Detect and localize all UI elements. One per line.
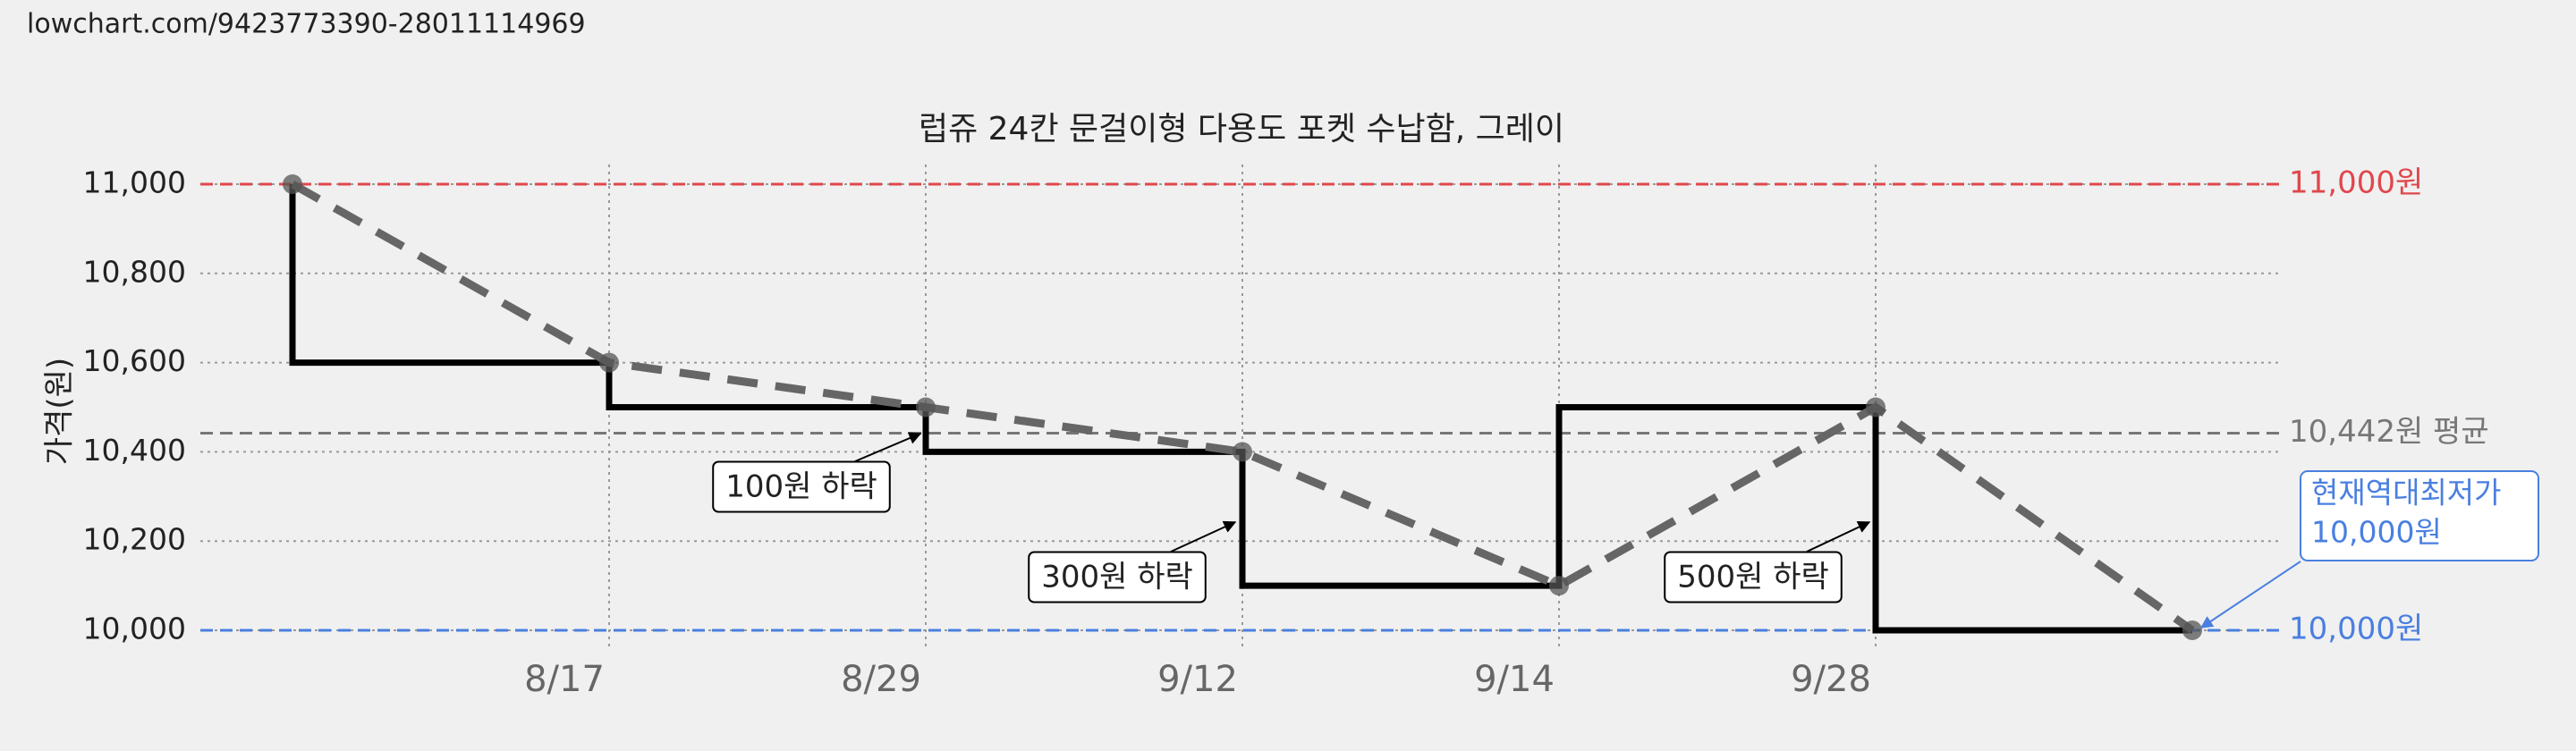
- x-tick-label: 9/12: [1157, 659, 1238, 700]
- reference-label: 10,000원: [2289, 612, 2423, 647]
- x-tick-label: 8/29: [841, 659, 921, 700]
- x-tick-label: 9/14: [1474, 659, 1555, 700]
- annotation-text: 300원 하락: [1041, 560, 1193, 595]
- y-tick-label: 11,000: [83, 165, 186, 200]
- annotation-arrow: [854, 432, 922, 462]
- x-tick-label: 9/28: [1791, 659, 1871, 700]
- y-tick-label: 10,000: [83, 612, 186, 646]
- price-point: [2182, 620, 2202, 640]
- y-tick-label: 10,600: [83, 343, 186, 378]
- price-point: [599, 352, 619, 373]
- annotation-box: [1028, 551, 1207, 603]
- annotation-box: [2300, 470, 2539, 561]
- annotation-box: [712, 460, 891, 513]
- price-point: [1549, 576, 1569, 596]
- annotation-text: 현재역대최저가: [2311, 476, 2502, 511]
- annotation-arrow: [1806, 521, 1871, 553]
- page-url: lowchart.com/9423773390-28011114969: [27, 9, 586, 40]
- reference-label: 11,000원: [2289, 165, 2423, 201]
- annotation-text: 100원 하락: [725, 469, 877, 505]
- annotation-text: 500원 하락: [1677, 560, 1829, 595]
- price-point: [1233, 442, 1252, 462]
- price-point: [1866, 397, 1885, 418]
- y-axis-label: 가격(원): [42, 358, 78, 465]
- chart-title: 럽쥬 24칸 문걸이형 다용도 포켓 수납함, 그레이: [919, 111, 1564, 148]
- reference-label: 10,442원 평균: [2289, 414, 2489, 450]
- y-tick-label: 10,200: [83, 522, 186, 557]
- annotation-arrow: [1170, 520, 1237, 553]
- y-tick-label: 10,400: [83, 433, 186, 468]
- annotation-arrow: [2199, 561, 2301, 629]
- annotation-text: 10,000원: [2311, 515, 2442, 550]
- price-point: [916, 397, 936, 418]
- annotation-box: [1664, 551, 1843, 603]
- price-point: [283, 174, 302, 194]
- y-tick-label: 10,800: [83, 254, 186, 289]
- x-tick-label: 8/17: [524, 659, 605, 700]
